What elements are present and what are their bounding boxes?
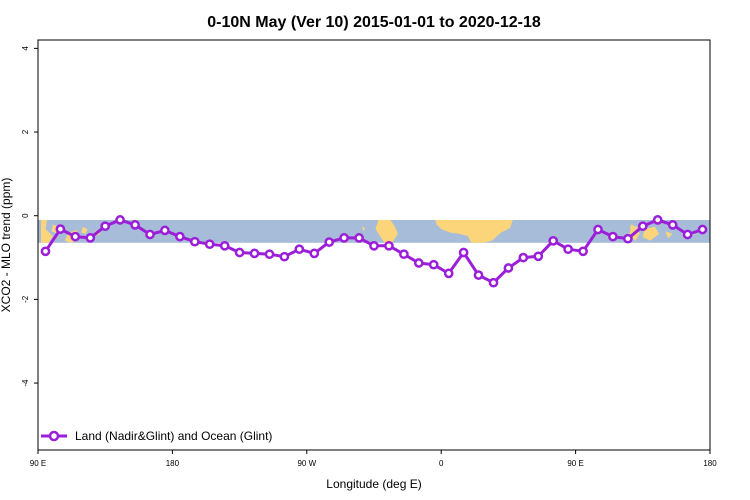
data-point	[593, 224, 603, 235]
data-point	[384, 240, 394, 251]
y-tick-label: -2	[21, 295, 30, 303]
data-point	[160, 225, 170, 236]
data-point	[309, 248, 320, 259]
legend-marker	[48, 430, 60, 442]
data-point	[219, 240, 230, 251]
data-point	[55, 224, 66, 234]
data-point	[608, 231, 618, 242]
data-point	[503, 263, 514, 273]
data-point	[682, 229, 693, 240]
x-tick-label: 0	[439, 459, 444, 468]
data-point	[115, 215, 125, 225]
x-tick-label: 90 W	[297, 459, 316, 468]
data-point	[100, 221, 111, 232]
data-point	[145, 229, 155, 240]
x-tick-label: 180	[703, 459, 717, 468]
land-shape	[81, 226, 88, 234]
data-point	[354, 233, 364, 243]
data-point	[518, 252, 529, 263]
data-point	[563, 244, 573, 255]
data-point	[294, 244, 305, 255]
x-axis-label: Longitude (deg E)	[326, 477, 421, 491]
y-tick-label: 4	[21, 46, 30, 51]
x-tick-label: 90 E	[30, 459, 46, 468]
legend-entry: Land (Nadir&Glint) and Ocean (Glint)	[75, 429, 272, 443]
data-point	[279, 251, 290, 262]
data-point	[697, 224, 708, 235]
data-point	[234, 247, 245, 258]
data-point	[488, 277, 499, 288]
data-point	[637, 221, 648, 232]
data-point	[652, 215, 663, 225]
y-tick-label: 2	[21, 129, 30, 134]
data-point	[443, 268, 454, 279]
data-point	[204, 239, 215, 250]
land-shape	[435, 219, 513, 243]
data-point	[369, 240, 379, 251]
y-axis-label: XCO2 - MLO trend (ppm)	[0, 178, 13, 313]
data-point	[130, 220, 140, 230]
y-axis: 4 2 0 -2 -4	[21, 46, 38, 387]
x-axis: 90 E 180 90 W 0 90 E 180	[30, 450, 717, 468]
land-shape	[41, 219, 53, 243]
y-tick-label: -4	[21, 379, 30, 387]
y-tick-label: 0	[21, 213, 30, 218]
data-point	[623, 233, 633, 244]
x-tick-label: 90 E	[567, 459, 583, 468]
series-layer	[40, 215, 708, 288]
data-point	[399, 249, 409, 260]
data-point	[428, 259, 439, 270]
data-point	[339, 233, 349, 243]
data-point	[548, 235, 559, 246]
land-shape	[362, 226, 365, 232]
data-point	[413, 258, 424, 268]
land-shape	[665, 231, 673, 239]
data-point	[40, 246, 51, 257]
data-point	[175, 231, 185, 242]
data-point	[578, 246, 588, 257]
data-point	[473, 270, 484, 280]
data-point	[264, 249, 275, 260]
chart-title: 0-10N May (Ver 10) 2015-01-01 to 2020-12…	[207, 14, 541, 31]
data-point	[85, 233, 96, 243]
data-point	[533, 251, 544, 262]
legend: Land (Nadir&Glint) and Ocean (Glint)	[41, 429, 272, 443]
land-shape	[375, 219, 398, 243]
data-point	[70, 231, 81, 242]
land-shape	[642, 226, 660, 241]
plot-frame	[37, 39, 711, 451]
x-tick-label: 180	[166, 459, 180, 468]
data-point	[667, 220, 678, 230]
data-point	[249, 248, 260, 259]
data-point	[458, 247, 469, 258]
data-point	[324, 237, 335, 247]
ocean-band	[38, 219, 710, 243]
data-point	[189, 236, 200, 247]
